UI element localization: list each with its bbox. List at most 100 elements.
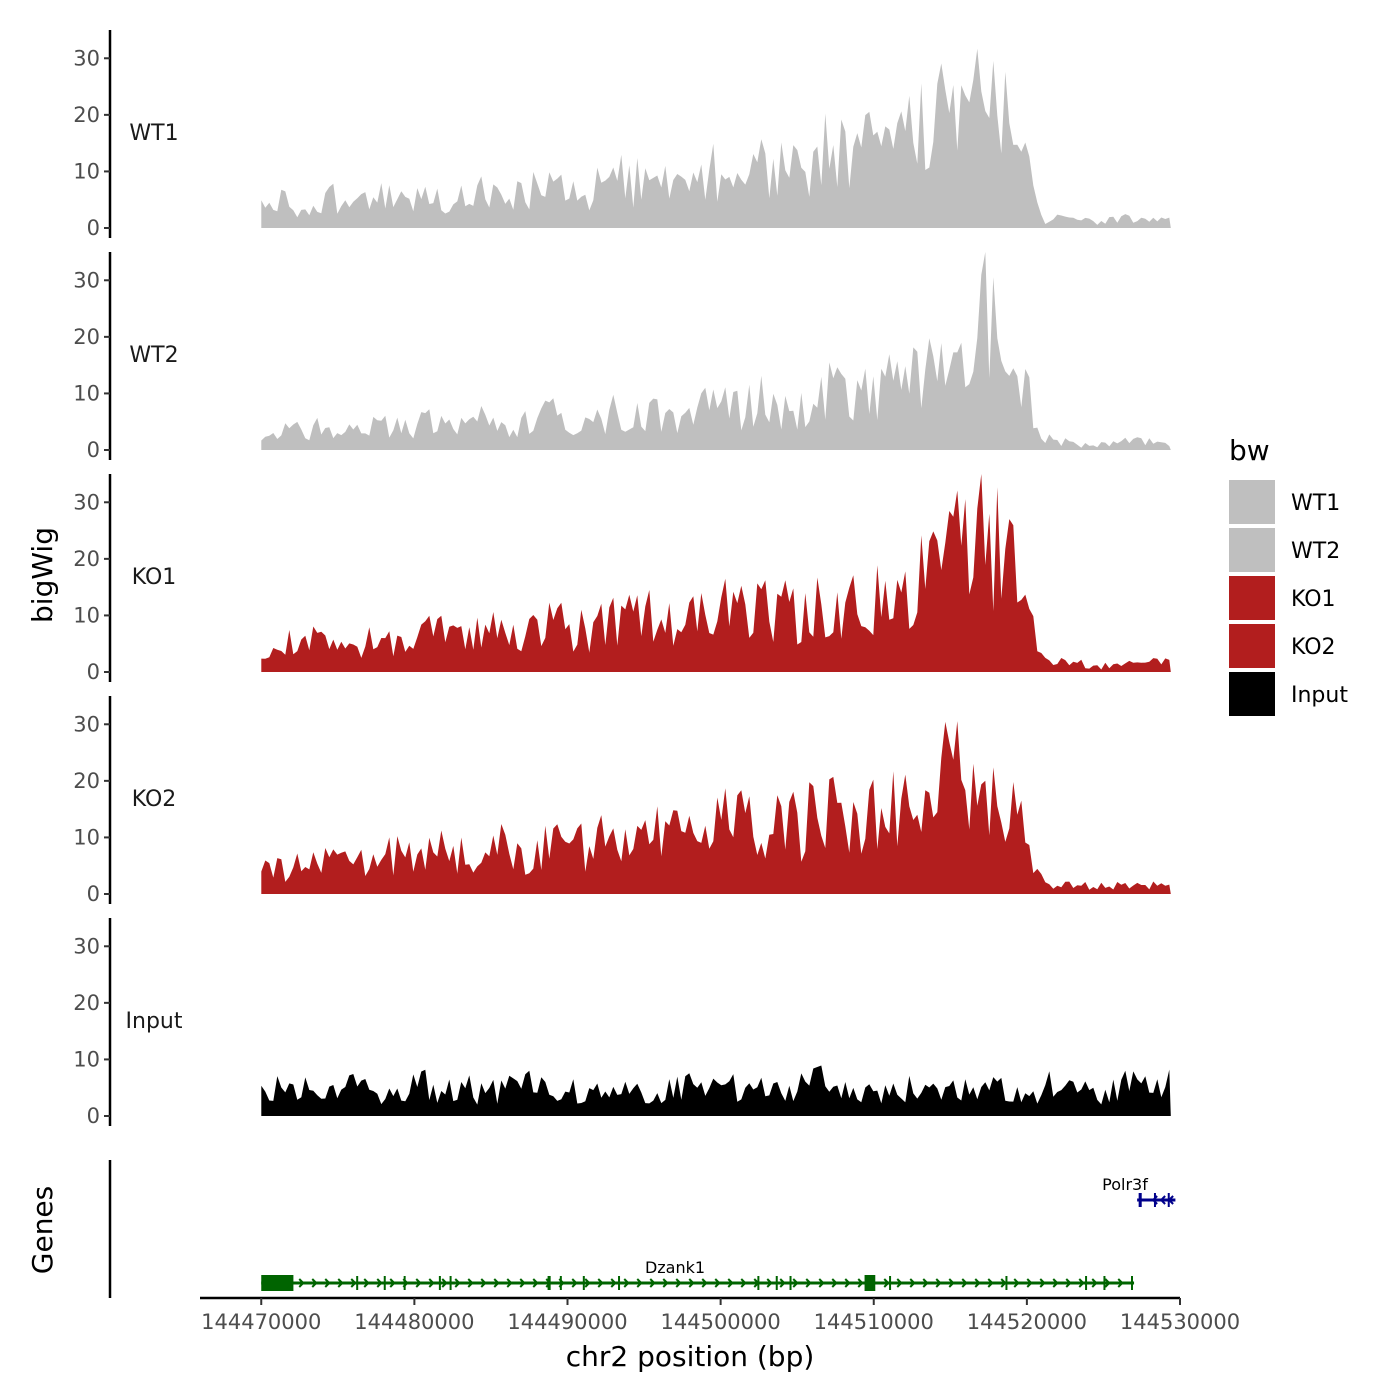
exon (582, 1276, 585, 1290)
track-label: WT1 (129, 121, 178, 146)
track-label: Input (126, 1009, 183, 1034)
legend-label: KO1 (1291, 587, 1336, 612)
strand-arrow (766, 1278, 773, 1288)
y-tick-label: 10 (73, 1047, 100, 1071)
exon (618, 1276, 621, 1290)
coverage-area (261, 252, 1171, 450)
strand-arrow (961, 1278, 968, 1288)
strand-arrow (1052, 1278, 1059, 1288)
x-tick-label: 144490000 (507, 1310, 627, 1334)
track-wt1: 0 10 20 30 WT1 (73, 30, 1171, 240)
strand-arrow (818, 1278, 825, 1288)
x-tick-label: 144530000 (1120, 1310, 1240, 1334)
strand-arrow (753, 1278, 760, 1288)
strand-arrow (467, 1278, 474, 1288)
strand-arrow (857, 1278, 864, 1288)
strand-arrow (1026, 1278, 1033, 1288)
strand-arrow (701, 1278, 708, 1288)
strand-arrow (415, 1278, 422, 1288)
strand-arrow (610, 1278, 617, 1288)
strand-arrow (623, 1278, 630, 1288)
strand-arrow (350, 1278, 357, 1288)
exon (1103, 1276, 1106, 1290)
y-tick-label: 10 (73, 825, 100, 849)
strand-arrow (922, 1278, 929, 1288)
strand-arrow (675, 1278, 682, 1288)
genes-axis-title: Genes (26, 1186, 59, 1274)
legend-swatch (1229, 576, 1275, 620)
exon (356, 1276, 359, 1290)
strand-arrow (272, 1278, 279, 1288)
strand-arrow (1013, 1278, 1020, 1288)
strand-arrow (285, 1278, 292, 1288)
strand-arrow (844, 1278, 851, 1288)
coverage-area (261, 1065, 1171, 1116)
exon (775, 1276, 778, 1290)
legend-label: Input (1291, 683, 1348, 708)
strand-arrow (1065, 1278, 1072, 1288)
y-tick-label: 0 (87, 438, 100, 462)
exon (864, 1275, 876, 1291)
strand-arrow (402, 1278, 409, 1288)
gene-polr3f: Polr3f (1102, 1175, 1176, 1207)
strand-arrow (363, 1278, 370, 1288)
legend-label: WT2 (1291, 539, 1340, 564)
exon (559, 1276, 562, 1290)
strand-arrow (1167, 1195, 1174, 1205)
strand-arrow (896, 1278, 903, 1288)
strand-arrow (636, 1278, 643, 1288)
x-tick-label: 144480000 (354, 1310, 474, 1334)
strand-arrow (532, 1278, 539, 1288)
y-tick-label: 10 (73, 381, 100, 405)
strand-arrow (974, 1278, 981, 1288)
y-tick-label: 20 (73, 103, 100, 127)
legend-label: KO2 (1291, 635, 1336, 660)
y-tick-label: 30 (73, 712, 100, 736)
y-tick-label: 20 (73, 991, 100, 1015)
y-tick-label: 10 (73, 159, 100, 183)
coverage-area (261, 48, 1171, 229)
legend-label: WT1 (1291, 491, 1340, 516)
strand-arrow (558, 1278, 565, 1288)
y-tick-label: 30 (73, 46, 100, 70)
strand-arrow (1151, 1195, 1158, 1205)
coverage-area (261, 721, 1171, 894)
coverage-tracks: 0 10 20 30 WT1 0 10 20 30 WT2 0 10 20 30 KO1 0 10 20 30 KO2… (73, 30, 1171, 1128)
legend-swatch (1229, 672, 1275, 716)
track-ko1: 0 10 20 30 KO1 (73, 474, 1171, 684)
strand-arrow (688, 1278, 695, 1288)
strand-arrow (662, 1278, 669, 1288)
gene-label: Polr3f (1102, 1175, 1148, 1194)
y-tick-label: 0 (87, 216, 100, 240)
strand-arrow (324, 1278, 331, 1288)
track-label: WT2 (129, 343, 178, 368)
legend-item-ko2: KO2 (1229, 624, 1336, 668)
strand-arrow (311, 1278, 318, 1288)
strand-arrow (1039, 1278, 1046, 1288)
strand-arrow (909, 1278, 916, 1288)
gene-dzank1: Dzank1 (261, 1258, 1135, 1291)
y-tick-label: 0 (87, 1104, 100, 1128)
exon (403, 1276, 406, 1290)
strand-arrow (454, 1278, 461, 1288)
strand-arrow (649, 1278, 656, 1288)
gene-track-panel: 144470000 144480000 144490000 144500000 1445… (108, 1160, 1240, 1334)
x-tick-label: 144520000 (967, 1310, 1087, 1334)
strand-arrow (740, 1278, 747, 1288)
strand-arrow (935, 1278, 942, 1288)
legend-swatch (1229, 480, 1275, 524)
coverage-area (261, 474, 1171, 672)
track-wt2: 0 10 20 30 WT2 (73, 252, 1171, 462)
y-tick-label: 10 (73, 603, 100, 627)
legend-swatch (1229, 624, 1275, 668)
strand-arrow (831, 1278, 838, 1288)
strand-arrow (441, 1278, 448, 1288)
exon (789, 1276, 792, 1290)
strand-arrow (545, 1278, 552, 1288)
strand-arrow (792, 1278, 799, 1288)
legend-title: bw (1229, 434, 1270, 467)
strand-arrow (883, 1278, 890, 1288)
strand-arrow (376, 1278, 383, 1288)
exon (449, 1276, 452, 1290)
